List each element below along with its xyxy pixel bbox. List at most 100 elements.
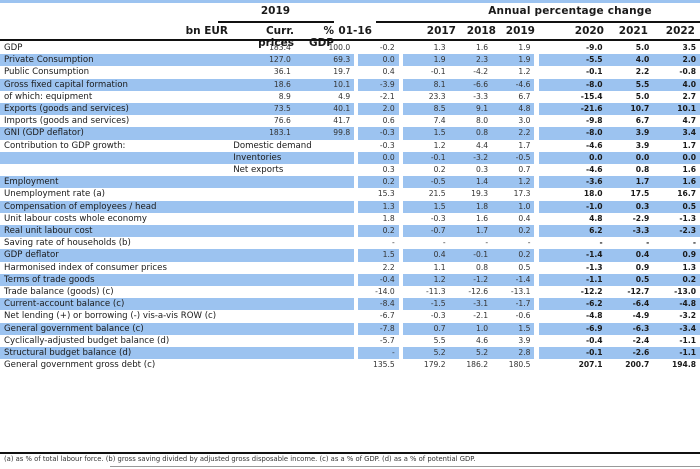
table-row: GNI (GDP deflator) 183.1 99.8 -0.3 1.5 0.8 2.2… bbox=[0, 127, 700, 140]
cell-2021: - bbox=[646, 238, 650, 248]
row-label: of which: equipment bbox=[4, 91, 93, 102]
table-header: 2019 Annual percentage change bn EUR Cur… bbox=[0, 3, 700, 49]
cell-pct-gdp bbox=[294, 347, 355, 360]
cell-2021: 2.2 bbox=[635, 67, 650, 77]
table-row: Exports (goods and services) 73.5 40.1 2.0 8… bbox=[0, 103, 700, 116]
cell-2021: 6.7 bbox=[635, 116, 650, 126]
column-gap bbox=[398, 261, 403, 274]
cell-curr-prices bbox=[231, 237, 295, 249]
row-sublabel: Inventories bbox=[231, 151, 355, 165]
cell-pct-gdp: 100.0 bbox=[328, 43, 351, 52]
row-sublabel: Net exports bbox=[233, 165, 284, 176]
column-gap bbox=[354, 164, 359, 177]
cell-2018: 19.3 bbox=[471, 189, 489, 199]
cell-2019: 1.2 bbox=[492, 176, 535, 189]
cell-2019: 1.2 bbox=[518, 67, 531, 77]
column-gap bbox=[398, 66, 403, 79]
cell-2017: -0.3 bbox=[430, 213, 446, 223]
cell-2018: 2.3 bbox=[449, 54, 493, 67]
cell-pct-gdp bbox=[295, 310, 354, 322]
column-gap bbox=[534, 188, 539, 201]
cell-2019: 0.4 bbox=[518, 213, 531, 223]
cell-2020: - bbox=[599, 238, 603, 248]
column-gap bbox=[534, 286, 539, 299]
cell-2020: 18.0 bbox=[583, 189, 603, 199]
column-gap bbox=[534, 249, 539, 262]
row-label: Employment bbox=[0, 176, 232, 189]
cell-curr-prices bbox=[231, 310, 295, 322]
column-gap bbox=[354, 90, 359, 104]
cell-2019: 1.5 bbox=[492, 322, 535, 335]
cell-2021: 200.7 bbox=[625, 360, 650, 370]
cell-2017: -0.1 bbox=[402, 151, 450, 165]
row-label: GDP deflator bbox=[0, 249, 232, 262]
cell-2022: 3.5 bbox=[682, 43, 696, 52]
table-row: Net exports 0.3 0.2 0.3 0.7 -4.6 0.8 1.6 bbox=[0, 164, 700, 177]
cell-2022: -1.1 bbox=[653, 347, 700, 360]
cell-curr-prices bbox=[231, 213, 295, 225]
cell-2017: 8.1 bbox=[402, 78, 450, 91]
table-row: General government balance (c) -7.8 0.7 1.0… bbox=[0, 322, 700, 335]
table-row: Employment 0.2 -0.5 1.4 1.2 -3.6 1.7 1.6 bbox=[0, 176, 700, 189]
cell-2020: -1.0 bbox=[538, 200, 607, 213]
cell-curr-prices bbox=[231, 176, 295, 189]
table-row: Harmonised index of consumer prices 2.2 1.… bbox=[0, 261, 700, 274]
cell-2017: 1.9 bbox=[402, 54, 450, 67]
row-label: Unit labour costs whole economy bbox=[4, 213, 147, 224]
cell-2018: 4.6 bbox=[475, 335, 489, 345]
cell-2022: 1.6 bbox=[653, 176, 700, 189]
column-gap bbox=[354, 286, 359, 299]
column-gap bbox=[534, 127, 539, 140]
cell-2020: -6.2 bbox=[538, 298, 607, 311]
column-gap bbox=[534, 212, 539, 226]
column-gap bbox=[534, 164, 539, 177]
column-gap bbox=[534, 322, 539, 335]
cell-curr-prices bbox=[231, 335, 295, 347]
row-label: General government balance (c) bbox=[0, 322, 232, 335]
column-gap bbox=[398, 200, 403, 213]
row-label: Gross fixed capital formation bbox=[0, 78, 232, 91]
column-gap bbox=[398, 151, 403, 165]
cell-01-16: -0.4 bbox=[358, 273, 399, 287]
cell-curr-prices: 183.1 bbox=[231, 127, 295, 140]
cell-2017: 0.7 bbox=[402, 322, 450, 335]
table-row: Imports (goods and services) 76.6 41.7 0.6 7… bbox=[0, 115, 700, 128]
row-label: Exports (goods and services) bbox=[0, 103, 232, 116]
cell-2021: 5.0 bbox=[635, 43, 650, 52]
cell-2020: 207.1 bbox=[578, 360, 603, 370]
year-group-rule bbox=[218, 21, 334, 23]
cell-2020: -6.9 bbox=[538, 322, 607, 335]
column-gap bbox=[534, 273, 539, 287]
column-gap bbox=[398, 322, 403, 335]
cell-2018: 9.1 bbox=[449, 103, 493, 116]
cell-2019: 0.2 bbox=[492, 249, 535, 262]
cell-2017: -0.1 bbox=[430, 67, 446, 77]
cell-2019: 6.7 bbox=[518, 91, 531, 101]
row-label: Private Consumption bbox=[0, 54, 232, 67]
column-gap bbox=[354, 188, 359, 201]
table-row: Real unit labour cost 0.2 -0.7 1.7 0.2 6.2 -3.… bbox=[0, 225, 700, 238]
cell-pct-gdp bbox=[294, 225, 355, 238]
row-label bbox=[0, 151, 232, 165]
cell-curr-prices bbox=[231, 225, 295, 238]
cell-2022: -1.1 bbox=[679, 335, 696, 345]
table-row: Structural budget balance (d) -5.2 5.2 2.8-… bbox=[0, 347, 700, 360]
cell-2017: 1.2 bbox=[433, 140, 446, 150]
table-row: Current-account balance (c) -8.4 -1.5 -3.1-… bbox=[0, 298, 700, 311]
cell-pct-gdp bbox=[294, 273, 355, 287]
cell-2017: -0.7 bbox=[402, 225, 450, 238]
column-gap bbox=[398, 334, 403, 348]
cell-2018: 0.3 bbox=[475, 165, 489, 175]
cell-2020: -8.0 bbox=[538, 78, 607, 91]
cell-2019: -1.4 bbox=[492, 273, 535, 287]
cell-2021: 4.0 bbox=[606, 54, 654, 67]
column-gap bbox=[534, 298, 539, 311]
col-header-2019: 2019 bbox=[505, 25, 535, 37]
column-gap bbox=[398, 347, 403, 360]
column-gap bbox=[398, 359, 403, 372]
column-gap bbox=[398, 90, 403, 104]
table-row: Private Consumption 127.0 69.3 0.0 1.9 2.3 1.9… bbox=[0, 54, 700, 67]
macro-forecast-table: GDP 183.4 100.0 -0.2 1.3 1.6 1.9 -9.0 5.0 3.5 Priv… bbox=[0, 42, 700, 372]
cell-2021: -4.9 bbox=[632, 311, 650, 321]
column-gap bbox=[354, 78, 359, 91]
